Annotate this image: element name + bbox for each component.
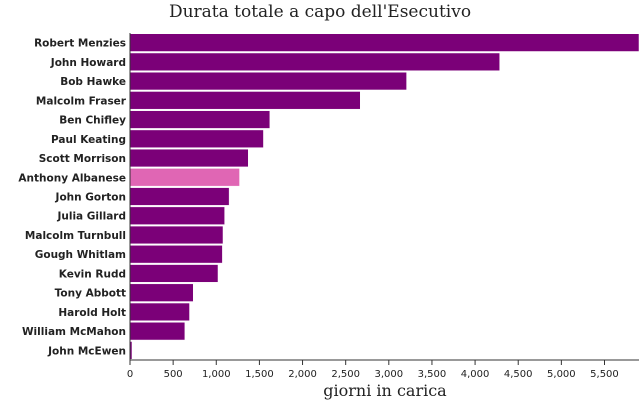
bar-bob-hawke [129,71,407,91]
x-tick-label: 3,000 [374,369,403,380]
category-label: John McEwen [47,345,126,357]
bar-malcolm-fraser [129,91,361,110]
category-label: Gough Whitlam [35,249,126,261]
bar-gough-whitlam [129,245,223,264]
bar-john-gorton [129,187,230,206]
bar-julia-gillard [129,206,225,225]
x-tick-label: 0 [127,369,133,380]
category-label: Malcolm Turnbull [25,230,126,242]
bar-john-howard [129,52,500,71]
x-tick-label: 1,500 [245,369,274,380]
category-label: Robert Menzies [34,38,126,50]
chart-title: Durata totale a capo dell'Esecutivo [169,2,471,22]
x-tick-label: 1,000 [202,369,231,380]
category-label: Bob Hawke [60,76,126,88]
bar-robert-menzies [129,33,640,52]
category-label: Scott Morrison [39,153,126,165]
bar-william-mcmahon [129,322,186,341]
bar-kevin-rudd [129,264,219,283]
bar-tony-abbott [129,283,194,302]
category-label: Harold Holt [58,307,126,319]
category-labels: Robert Menzies John Howard Bob Hawke Malcol… [18,38,126,358]
x-tick-label: 4,000 [461,369,490,380]
category-label: John Howard [50,57,126,69]
category-label: Julia Gillard [56,211,126,223]
x-tick-label: 2,000 [288,369,317,380]
x-tick-label: 500 [164,369,183,380]
category-label: Kevin Rudd [59,268,126,280]
bar-harold-holt [129,302,190,322]
category-label: Tony Abbott [55,288,126,300]
x-tick-label: 3,500 [418,369,447,380]
x-axis-ticks: 0 500 1,000 1,500 2,000 2,500 3,000 3,500 4,000 4… [127,360,619,380]
bar-paul-keating [129,129,264,148]
category-label: Malcolm Fraser [36,95,127,107]
bar-anthony-albanese [129,168,240,187]
bar-malcolm-turnbull [129,225,224,245]
x-tick-label: 5,500 [590,369,619,380]
bar-scott-morrison [129,148,249,168]
x-tick-label: 4,500 [504,369,533,380]
category-label: Anthony Albanese [18,172,126,184]
x-tick-label: 5,000 [547,369,576,380]
x-tick-label: 2,500 [331,369,360,380]
category-label: John Gorton [55,192,126,204]
bar-ben-chifley [129,110,271,129]
x-axis-label: giorni in carica [323,381,447,400]
category-label: Ben Chifley [59,115,126,127]
category-label: William McMahon [22,326,126,338]
category-label: Paul Keating [51,134,126,146]
bars-group [129,33,640,360]
